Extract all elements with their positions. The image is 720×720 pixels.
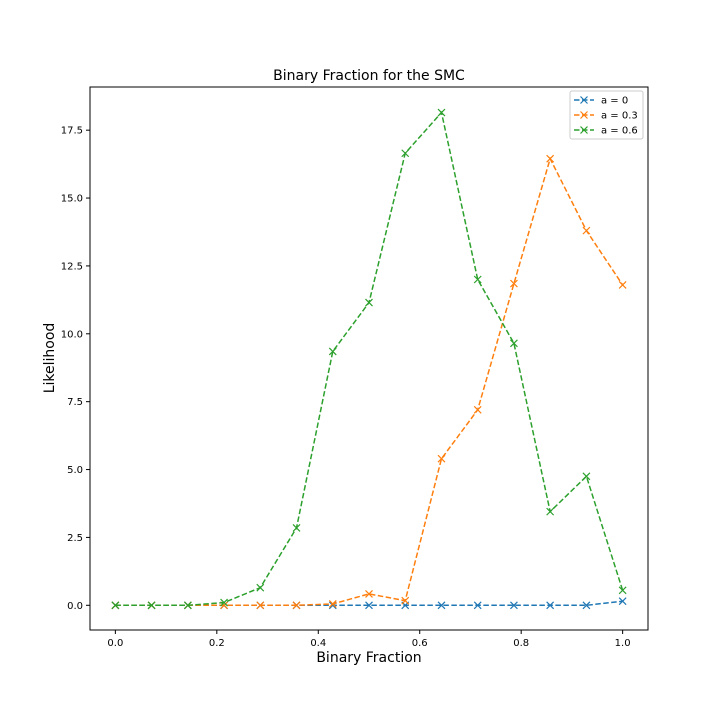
data-point xyxy=(256,601,265,610)
y-tick-label: 7.5 xyxy=(67,397,83,408)
legend-label: a = 0.6 xyxy=(601,126,638,137)
data-point xyxy=(582,472,591,481)
chart-title: Binary Fraction for the SMC xyxy=(273,68,465,84)
data-point xyxy=(256,583,265,592)
data-point xyxy=(582,601,591,610)
data-point xyxy=(365,298,373,307)
data-point xyxy=(510,339,518,348)
data-point xyxy=(292,523,301,532)
data-point xyxy=(437,454,446,463)
data-point xyxy=(546,154,555,163)
x-tick-label: 0.0 xyxy=(107,638,123,649)
data-point xyxy=(510,601,518,610)
legend-marker xyxy=(580,126,588,134)
x-tick-label: 0.4 xyxy=(310,638,326,649)
x-tick-label: 0.6 xyxy=(412,638,428,649)
legend-item: a = 0 xyxy=(574,96,628,107)
data-point xyxy=(147,601,156,610)
data-point xyxy=(546,507,555,516)
x-tick-label: 1.0 xyxy=(615,638,631,649)
y-tick-label: 0.0 xyxy=(67,601,83,612)
x-ticks: 0.0 0.2 0.4 0.6 0.8 1.0 xyxy=(107,630,631,649)
series-3 xyxy=(111,108,627,610)
series-line xyxy=(115,156,624,607)
data-point xyxy=(401,596,410,605)
data-point xyxy=(111,601,120,610)
data-point xyxy=(473,275,482,284)
data-point xyxy=(618,597,627,606)
series-layer xyxy=(111,108,627,610)
y-axis-label: Likelihood xyxy=(42,323,58,394)
data-point xyxy=(510,279,518,288)
axes-frame xyxy=(89,86,649,631)
legend-box xyxy=(569,90,644,140)
legend: a = 0 a = 0.3 a = 0.6 xyxy=(569,90,644,140)
data-point xyxy=(292,601,301,610)
legend-marker xyxy=(580,96,588,104)
x-axis-label: Binary Fraction xyxy=(316,650,421,666)
data-point xyxy=(401,149,410,158)
legend-label: a = 0 xyxy=(601,96,628,107)
legend-item: a = 0.3 xyxy=(574,111,638,122)
data-point xyxy=(473,601,482,610)
y-tick-label: 10.0 xyxy=(61,329,83,340)
data-point xyxy=(618,280,627,289)
data-point xyxy=(546,601,555,610)
legend-label: a = 0.3 xyxy=(601,111,638,122)
data-point xyxy=(618,586,627,595)
y-tick-label: 15.0 xyxy=(61,194,83,205)
data-point xyxy=(220,598,228,607)
data-point xyxy=(437,108,446,117)
data-point xyxy=(437,601,446,610)
x-tick-label: 0.2 xyxy=(209,638,225,649)
data-point xyxy=(473,405,482,414)
y-tick-label: 12.5 xyxy=(61,261,83,272)
legend-item: a = 0.6 xyxy=(574,126,638,137)
x-tick-label: 0.8 xyxy=(513,638,529,649)
y-tick-label: 2.5 xyxy=(67,533,83,544)
data-point xyxy=(582,226,591,235)
data-point xyxy=(183,601,192,610)
data-point xyxy=(328,347,337,356)
data-point xyxy=(328,600,337,608)
y-tick-label: 5.0 xyxy=(67,465,83,476)
y-ticks: 0.0 2.5 5.0 7.5 10.0 12.5 15.0 17.5 xyxy=(61,126,90,612)
y-tick-label: 17.5 xyxy=(61,126,83,137)
data-point xyxy=(365,601,373,610)
data-point xyxy=(365,589,373,598)
legend-marker xyxy=(580,111,588,119)
